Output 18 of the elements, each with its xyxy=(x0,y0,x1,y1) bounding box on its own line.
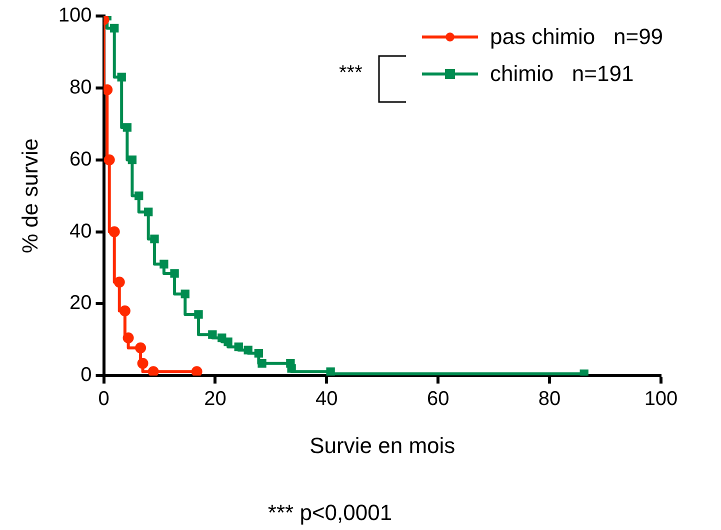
y-axis-title: % de survie xyxy=(17,138,42,254)
x-tick-label: 20 xyxy=(204,388,226,410)
legend-label: pas chimio n=99 xyxy=(490,24,664,50)
y-tick-label: 60 xyxy=(70,148,92,170)
y-tick-label: 40 xyxy=(70,220,92,242)
legend-label: chimio n=191 xyxy=(490,60,634,86)
y-tick-label: 0 xyxy=(80,364,92,386)
x-tick-label: 80 xyxy=(538,388,561,410)
text: *** p<0,0001 xyxy=(266,500,394,526)
y-tick-label: 100 xyxy=(58,4,92,27)
x-tick-label: 0 xyxy=(98,388,110,410)
x-tick-label: 60 xyxy=(426,388,450,410)
x-tick-label: 40 xyxy=(316,388,338,410)
annotation: *** xyxy=(339,62,362,85)
x-tick-label: 100 xyxy=(644,388,678,410)
y-tick-label: 80 xyxy=(70,76,92,98)
x-axis-title: Survie en mois xyxy=(310,432,456,458)
y-tick-label: 20 xyxy=(70,292,92,314)
